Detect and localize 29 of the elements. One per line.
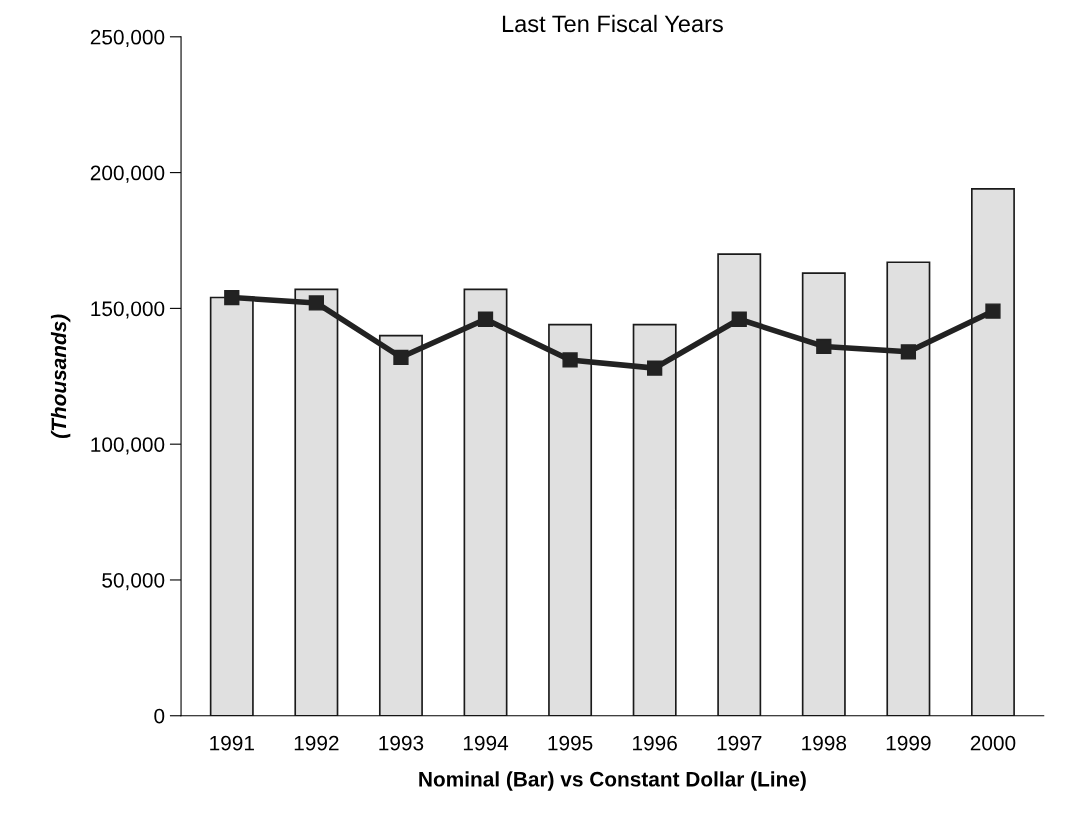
point — [308, 295, 325, 311]
y-tick-label: 250,000 — [90, 29, 165, 48]
point — [900, 344, 917, 360]
x-tick-label: 1994 — [463, 735, 509, 751]
point — [985, 303, 1001, 319]
chart-title: Last Ten Fiscal Years — [502, 14, 723, 33]
point — [562, 352, 578, 368]
y-tick-label: 150,000 — [91, 301, 165, 319]
x-tick-label: 1995 — [548, 735, 593, 751]
y-tick-label: 200,000 — [90, 165, 165, 183]
point — [647, 360, 663, 376]
y-tick-label: 100,000 — [91, 437, 165, 455]
x-tick-label: 1993 — [379, 735, 424, 751]
y-tick-label: 0 — [154, 708, 165, 724]
x-tick-label: 2000 — [970, 735, 1016, 751]
x-tick-label: 1998 — [802, 735, 847, 751]
point — [731, 311, 747, 327]
point — [477, 311, 494, 327]
x-tick-label: 1992 — [294, 735, 339, 751]
x-axis-title: Nominal (Bar) vs Constant Dollar (Line) — [419, 771, 806, 791]
point — [816, 338, 832, 355]
x-tick-label: 1991 — [210, 735, 254, 751]
y-tick-label: 50,000 — [102, 572, 165, 591]
point — [393, 349, 409, 365]
x-tick-label: 1999 — [886, 735, 931, 751]
y-axis-title: (Thousands) — [50, 314, 71, 439]
x-tick-label: 1997 — [717, 735, 762, 751]
point — [224, 289, 240, 306]
x-tick-label: 1996 — [633, 735, 677, 751]
